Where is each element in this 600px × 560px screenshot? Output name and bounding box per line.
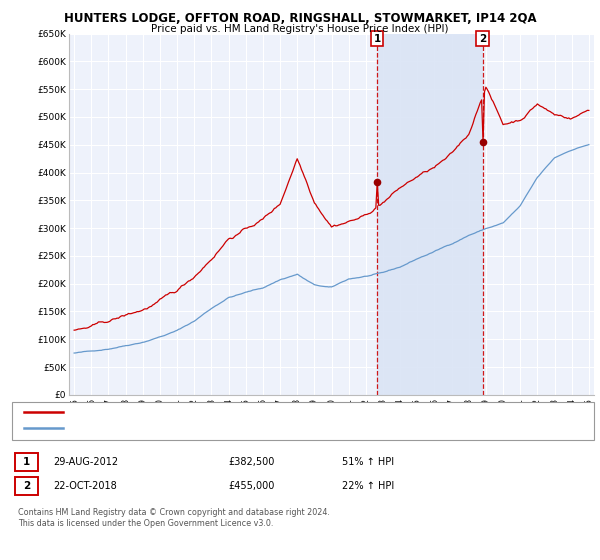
Text: 22-OCT-2018: 22-OCT-2018 xyxy=(53,481,116,491)
Text: 1: 1 xyxy=(374,34,381,44)
Text: 22% ↑ HPI: 22% ↑ HPI xyxy=(342,481,394,491)
Text: 29-AUG-2012: 29-AUG-2012 xyxy=(53,457,118,467)
Text: Contains HM Land Registry data © Crown copyright and database right 2024.
This d: Contains HM Land Registry data © Crown c… xyxy=(18,508,330,528)
Text: 2: 2 xyxy=(23,481,30,491)
Text: 1: 1 xyxy=(23,457,30,467)
Text: 51% ↑ HPI: 51% ↑ HPI xyxy=(342,457,394,467)
Text: HPI: Average price, detached house, Mid Suffolk: HPI: Average price, detached house, Mid … xyxy=(69,424,277,433)
Bar xyxy=(377,34,482,395)
Text: £382,500: £382,500 xyxy=(228,457,274,467)
Text: 2: 2 xyxy=(479,34,486,44)
Text: HUNTERS LODGE, OFFTON ROAD, RINGSHALL, STOWMARKET, IP14 2QA: HUNTERS LODGE, OFFTON ROAD, RINGSHALL, S… xyxy=(64,12,536,25)
Text: £455,000: £455,000 xyxy=(228,481,274,491)
Text: Price paid vs. HM Land Registry's House Price Index (HPI): Price paid vs. HM Land Registry's House … xyxy=(151,24,449,34)
Text: HUNTERS LODGE, OFFTON ROAD, RINGSHALL, STOWMARKET, IP14 2QA (detached house): HUNTERS LODGE, OFFTON ROAD, RINGSHALL, S… xyxy=(69,408,457,417)
